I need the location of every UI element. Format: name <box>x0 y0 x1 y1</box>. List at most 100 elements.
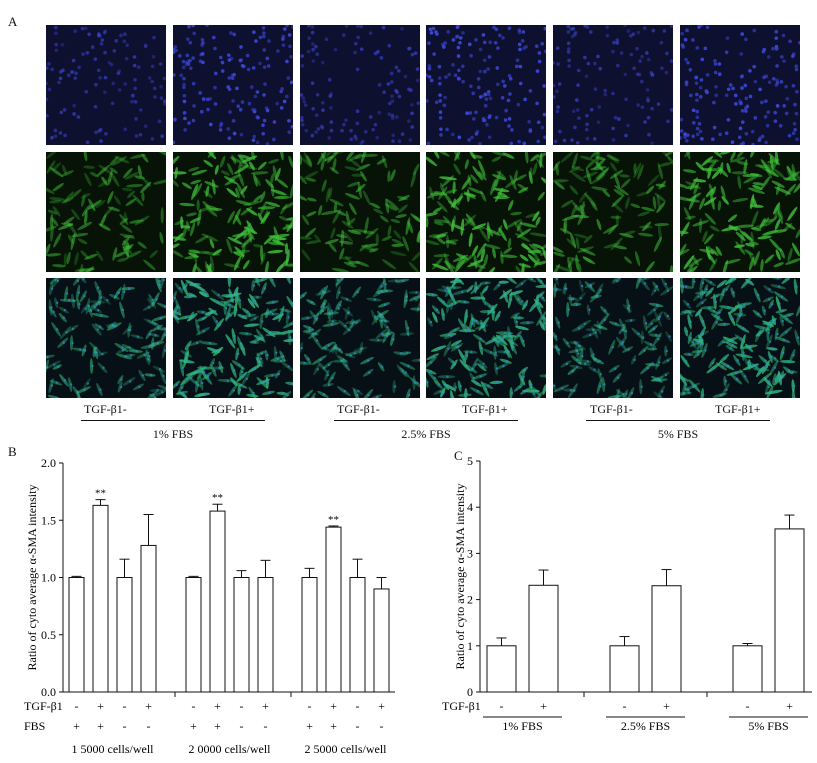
treatment-label: TGF-β1- <box>84 402 127 416</box>
micrograph-tile <box>680 25 800 145</box>
y-tick-label: 2 <box>467 593 473 607</box>
panel-label-b: B <box>8 444 17 459</box>
condition-sign: + <box>97 699 104 713</box>
significance-label: ** <box>212 492 223 504</box>
panel-label-c: C <box>454 448 463 463</box>
bar <box>651 585 682 693</box>
significance-label: ** <box>95 488 106 500</box>
micrograph-tile <box>680 278 800 398</box>
condition-sign: - <box>192 699 196 713</box>
micrograph-tile <box>46 152 166 272</box>
condition-sign: + <box>97 719 104 733</box>
micrograph-tile <box>426 152 546 272</box>
condition-sign: + <box>330 719 337 733</box>
bar <box>116 577 133 693</box>
y-tick-label: 4 <box>467 500 473 514</box>
micrograph-tile <box>553 152 673 272</box>
condition-sign: - <box>240 699 244 713</box>
condition-sign: + <box>214 699 221 713</box>
group-underline <box>334 420 518 421</box>
condition-sign: + <box>306 719 313 733</box>
bar <box>301 577 318 693</box>
row-label: TGF-β1 <box>442 699 481 713</box>
condition-sign: + <box>145 699 152 713</box>
treatment-label: TGF-β1- <box>337 402 380 416</box>
treatment-label: TGF-β1+ <box>209 402 255 416</box>
condition-sign: - <box>356 719 360 733</box>
y-tick-label: 0.5 <box>41 628 56 642</box>
condition-sign: + <box>378 699 385 713</box>
y-tick-label: 1 <box>467 639 473 653</box>
group-label: 1% FBS <box>502 719 542 733</box>
micrograph-tile <box>553 25 673 145</box>
condition-sign: + <box>190 719 197 733</box>
bar <box>609 645 640 693</box>
condition-sign: - <box>75 699 79 713</box>
bar <box>732 645 763 693</box>
bar <box>486 645 517 693</box>
panel-label-a: A <box>8 14 18 29</box>
group-label: 1 5000 cells/well <box>72 742 155 756</box>
bar <box>68 577 85 693</box>
y-tick-label: 2.0 <box>41 456 56 470</box>
condition-sign: + <box>540 699 547 713</box>
condition-sign: - <box>500 699 504 713</box>
group-underline <box>81 420 265 421</box>
micrograph-tile <box>173 152 293 272</box>
group-label: 2.5% FBS <box>401 427 451 441</box>
y-axis-label: Ratio of cyto average α-SMA intensity <box>453 484 467 670</box>
y-tick-label: 1.5 <box>41 513 56 527</box>
micrograph-tile <box>300 278 420 398</box>
y-tick-label: 0.0 <box>41 685 56 699</box>
group-label: 5% FBS <box>748 719 788 733</box>
condition-sign: - <box>623 699 627 713</box>
treatment-label: TGF-β1- <box>590 402 633 416</box>
bar <box>185 577 202 693</box>
row-label: FBS <box>24 719 45 733</box>
y-tick-label: 3 <box>467 546 473 560</box>
condition-sign: + <box>786 699 793 713</box>
y-tick-label: 1.0 <box>41 571 56 585</box>
y-tick-label: 0 <box>467 685 473 699</box>
bar <box>233 577 250 693</box>
group-label: 2 0000 cells/well <box>189 742 272 756</box>
bar <box>349 577 366 693</box>
micrograph-tile <box>173 25 293 145</box>
micrograph-tile <box>300 25 420 145</box>
condition-sign: + <box>663 699 670 713</box>
condition-sign: - <box>746 699 750 713</box>
condition-sign: + <box>330 699 337 713</box>
condition-sign: - <box>240 719 244 733</box>
treatment-label: TGF-β1+ <box>462 402 508 416</box>
group-label: 2.5% FBS <box>621 719 670 733</box>
y-tick-label: 5 <box>467 454 473 468</box>
row-label: TGF-β1 <box>24 699 63 713</box>
significance-label: ** <box>328 514 339 526</box>
bar <box>325 526 342 693</box>
group-label: 1% FBS <box>152 427 194 441</box>
condition-sign: + <box>73 719 80 733</box>
micrograph-tile <box>426 278 546 398</box>
bar <box>140 544 157 693</box>
micrograph-tile <box>300 152 420 272</box>
condition-sign: + <box>262 699 269 713</box>
micrograph-tile <box>426 25 546 145</box>
bar <box>373 588 390 693</box>
bar <box>528 584 559 693</box>
chart-b: 0.0 0.5 1.0 1.5 2.0 Ratio of cyto average α-S… <box>24 456 395 756</box>
condition-sign: - <box>123 699 127 713</box>
micrograph-tile <box>680 152 800 272</box>
micrograph-tile <box>173 278 293 398</box>
group-label: 2 5000 cells/well <box>305 742 388 756</box>
bar <box>257 577 274 693</box>
condition-sign: - <box>380 719 384 733</box>
bar <box>209 510 226 693</box>
condition-sign: + <box>214 719 221 733</box>
condition-sign: - <box>264 719 268 733</box>
bar <box>774 528 805 693</box>
micrograph-tile <box>46 278 166 398</box>
condition-sign: - <box>123 719 127 733</box>
y-axis-label: Ratio of cyto average α-SMA intensity <box>25 485 39 671</box>
micrograph-tile <box>553 278 673 398</box>
group-label: 5% FBS <box>657 427 699 441</box>
